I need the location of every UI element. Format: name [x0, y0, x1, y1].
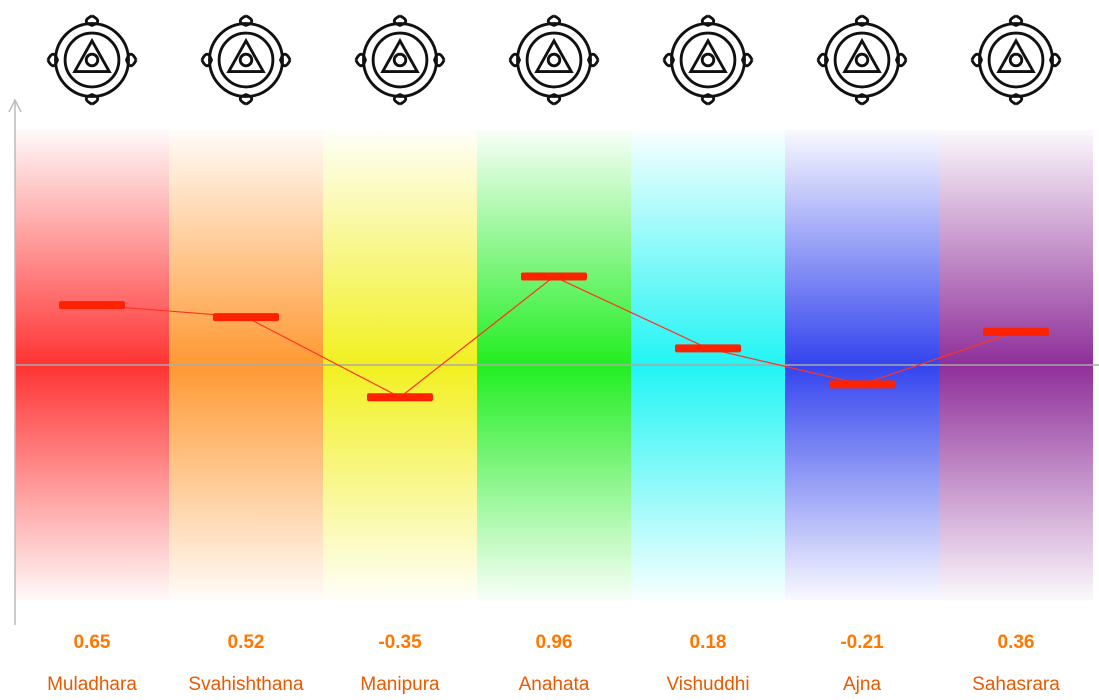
- chakra-icon: [354, 14, 446, 106]
- category-label: Muladhara: [47, 674, 137, 695]
- chakra-icon: [508, 14, 600, 106]
- value-label: 0.36: [998, 632, 1035, 653]
- category-label: Anahata: [519, 674, 590, 695]
- chakra-icon: [200, 14, 292, 106]
- category-label: Ajna: [843, 674, 881, 695]
- category-label: Manipura: [360, 674, 440, 695]
- value-label: 0.96: [536, 632, 573, 653]
- level-bar: [521, 272, 587, 281]
- chakra-icon: [662, 14, 754, 106]
- y-axis-arrow: [8, 98, 22, 113]
- value-label: -0.21: [840, 632, 884, 653]
- level-bar: [675, 344, 741, 353]
- level-bar: [213, 313, 279, 322]
- level-bar: [367, 393, 433, 402]
- chakra-icon: [816, 14, 908, 106]
- chakra-icon: [970, 14, 1062, 106]
- category-label: Svahishthana: [188, 674, 304, 695]
- value-label: 0.18: [690, 632, 727, 653]
- value-label: 0.65: [74, 632, 111, 653]
- level-bar: [983, 327, 1049, 336]
- level-bar: [829, 380, 895, 389]
- chakra-icon: [46, 14, 138, 106]
- icons: [46, 14, 1062, 106]
- value-label: 0.52: [228, 632, 265, 653]
- category-label: Sahasrara: [972, 674, 1060, 695]
- level-bar: [59, 301, 125, 310]
- value-label: -0.35: [378, 632, 422, 653]
- category-label: Vishuddhi: [666, 674, 749, 695]
